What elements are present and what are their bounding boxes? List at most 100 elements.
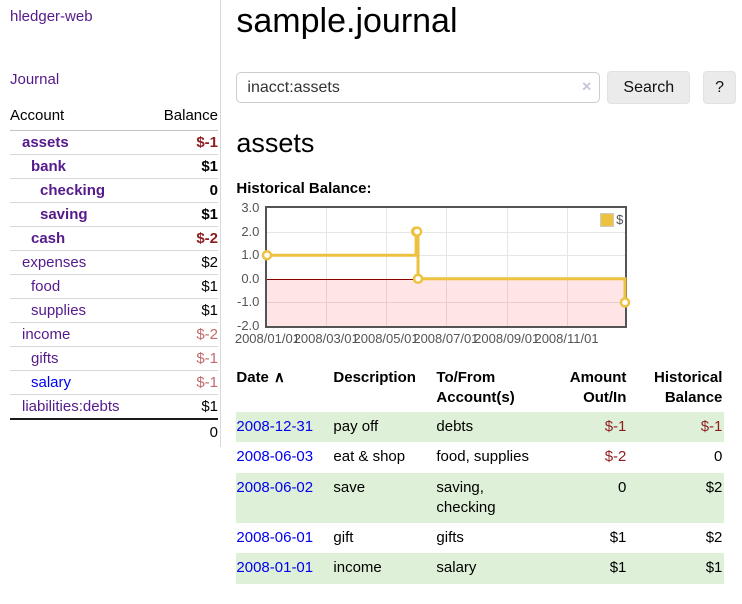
account-cell: checking [10,178,150,203]
account-cell: expenses [10,250,150,275]
chart-y-axis: 3.0 2.0 1.0 0.0 -1.0 -2.0 [236,201,262,334]
series-line [267,230,627,303]
account-link[interactable]: saving [40,206,88,223]
legend-label: $ [616,212,624,228]
account-link[interactable]: checking [40,182,106,199]
accounts-table: Account Balance assets $-1 bank $1 checking 0… [10,105,218,445]
date-link[interactable]: 2008-12-31 [236,418,314,436]
balance-cell: 0 [714,448,723,466]
v-gridline [566,208,568,327]
register-col-description: Description [333,369,416,387]
account-link[interactable]: income [22,326,71,343]
account-cell: gifts [10,346,150,371]
register-row: 2008-12-31 pay off debts $-1 $-1 [236,412,725,443]
account-row: gifts $-1 [10,346,218,371]
account-cell: cash [10,226,150,251]
account-balance: $1 [149,202,218,227]
account-balance: $1 [149,394,218,420]
balance-cell: $-1 [700,418,723,436]
chart-plot: $ [262,206,631,329]
help-button[interactable]: ? [703,71,736,105]
register-table: Date ∧ Description To/From Account(s) Amount… [236,368,725,584]
account-row: liabilities:debts $1 [10,394,218,420]
account-link[interactable]: supplies [31,302,87,319]
account-link[interactable]: cash [31,230,66,247]
nav-journal-link[interactable]: Journal [10,71,60,88]
y-tick-label: 1.0 [241,247,260,263]
x-tick-label: 2008/05/01 [353,331,419,347]
clear-search-icon[interactable]: × [582,78,592,96]
account-cell: food [10,274,150,299]
account-balance: $1 [149,298,218,323]
account-link[interactable]: bank [31,158,67,175]
account-balance: $1 [149,274,218,299]
description-cell: save [333,478,366,496]
account-balance: $1 [149,154,218,179]
accounts-total-row: 0 [10,418,218,445]
account-row: salary $-1 [10,370,218,395]
chart-x-axis: 2008/01/01 2008/03/01 2008/05/01 2008/07/01… [235,331,656,347]
x-tick-label: 2008/11/01 [534,331,599,347]
accounts-header-row: Account Balance [10,105,218,131]
page-title: sample.journal [236,2,458,40]
register-col-amount: Amount Out/In [569,369,627,406]
date-link[interactable]: 2008-06-02 [236,478,314,496]
description-cell: income [333,559,382,577]
register-row: 2008-06-01 gift gifts $1 $2 [236,523,724,553]
search-input[interactable] [236,72,601,104]
v-gridline [386,208,388,327]
v-gridline [326,208,328,327]
date-link[interactable]: 2008-06-03 [236,448,314,466]
y-tick-label: 0.0 [241,270,260,286]
x-tick-label: 2008/03/01 [293,331,359,347]
account-link[interactable]: liabilities:debts [22,398,120,415]
account-cell: income [10,322,150,347]
account-cell: liabilities:debts [10,394,150,420]
accounts-header-account: Account [10,105,150,131]
balance-cell: $1 [705,559,723,577]
account-link[interactable]: salary [31,374,72,391]
accounts-header-balance: Balance [149,105,218,131]
register-col-balance: Historical Balance [654,369,723,406]
v-gridline [506,208,508,327]
y-tick-label: -2.0 [236,318,260,334]
account-link[interactable]: expenses [22,254,87,271]
account-link[interactable]: gifts [31,350,59,367]
account-link[interactable]: food [31,278,61,295]
balance-cell: $2 [705,529,723,547]
account-balance: $2 [149,250,218,275]
balance-cell: $2 [705,478,723,496]
register-row: 2008-01-01 income salary $1 $1 [236,553,725,584]
amount-cell: $-2 [604,448,627,466]
account-cell: assets [10,130,150,155]
x-tick-label: 2008/01/01 [234,331,300,347]
chart-legend: $ [600,212,623,227]
date-link[interactable]: 2008-01-01 [236,559,314,577]
account-balance: $-1 [149,346,218,371]
account-balance: $-2 [149,226,218,251]
account-cell: salary [10,370,150,395]
sidebar: hledger-web Journal Account Balance asse… [0,0,222,447]
date-link[interactable]: 2008-06-01 [236,529,314,547]
total-spacer-cell [10,418,150,445]
search-button[interactable]: Search [607,71,691,105]
accounts-cell: saving, checking [436,478,496,516]
accounts-cell: salary [436,559,477,577]
legend-swatch-icon [600,212,615,227]
account-row: bank $1 [10,154,218,179]
x-tick-label: 2008/09/01 [474,331,540,347]
main-content: sample.journal × Search ? assets Histori… [221,0,742,604]
data-point-marker [413,273,424,285]
y-tick-label: 2.0 [241,223,260,239]
x-tick-label: 2008/07/01 [413,331,479,347]
chart-title: Historical Balance: [236,180,372,198]
register-row: 2008-06-02 save saving, checking 0 $2 [236,472,725,524]
account-link[interactable]: assets [22,134,69,151]
brand-link[interactable]: hledger-web [10,8,93,25]
search-box: × [236,72,601,104]
account-balance: $-2 [149,322,218,347]
register-col-date[interactable]: Date ∧ [236,369,285,387]
accounts-total-balance: 0 [149,418,218,445]
negative-region [267,278,626,327]
